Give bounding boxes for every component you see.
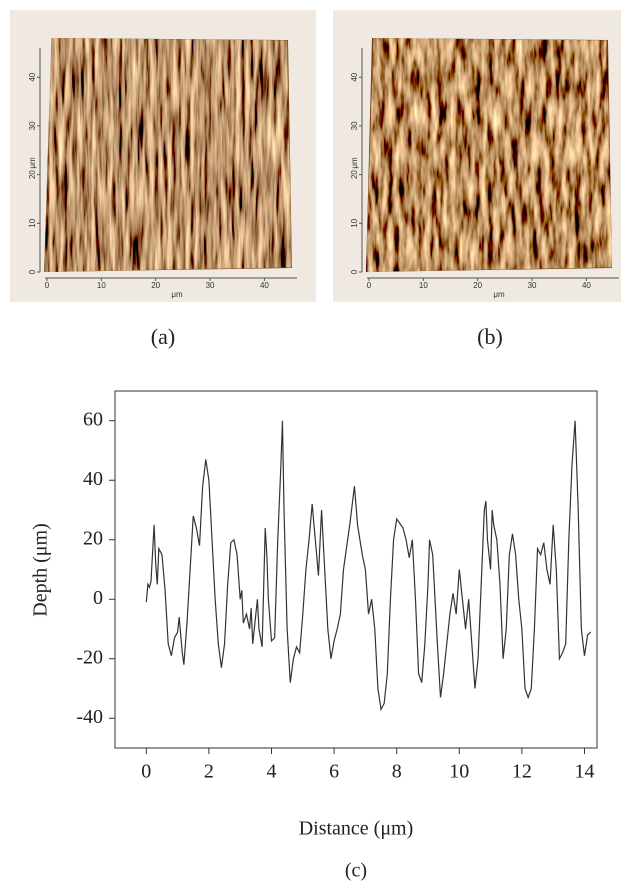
- y-tick-label: 40: [83, 468, 103, 490]
- y-tick-label: 0: [93, 587, 103, 609]
- x-tick-label: 20: [151, 281, 160, 290]
- x-tick-label: 0: [45, 281, 50, 290]
- y-tick-label: 0: [28, 269, 37, 274]
- x-tick-label: 10: [419, 281, 428, 290]
- panel-label: (c): [345, 860, 367, 882]
- x-axis-title: μm: [171, 290, 183, 299]
- y-tick-label: 20: [350, 170, 359, 179]
- afm-panel: 0 10 20 30 40 0 10 20 30 40 μm μm: [333, 10, 621, 302]
- y-axis-title: μm: [28, 157, 37, 169]
- data-line: [145, 420, 592, 712]
- x-tick-label: 10: [449, 761, 469, 783]
- x-tick-label: 2: [204, 761, 214, 783]
- x-tick-label: 12: [512, 761, 532, 783]
- afm-surface: [366, 38, 612, 272]
- afm-surface: [44, 38, 292, 272]
- y-tick-label: 40: [28, 72, 37, 81]
- y-axis-title: Depth (μm): [30, 523, 52, 616]
- y-tick-label: -20: [76, 646, 103, 668]
- x-tick-label: 8: [392, 761, 402, 783]
- panel-label: (b): [477, 324, 503, 349]
- y-tick-label: 20: [83, 527, 103, 549]
- x-tick-label: 0: [141, 761, 151, 783]
- y-tick-label: -40: [76, 706, 103, 728]
- y-tick-label: 30: [28, 121, 37, 130]
- x-tick-label: 6: [329, 761, 339, 783]
- y-tick-label: 20: [28, 170, 37, 179]
- x-tick-label: 40: [582, 281, 591, 290]
- x-tick-label: 40: [260, 281, 269, 290]
- panel-label: (a): [151, 324, 175, 349]
- y-axis-title: μm: [350, 157, 359, 169]
- x-tick-label: 20: [473, 281, 482, 290]
- afm-panel: 0 10 20 30 40 0 10 20 30 40 μm μm: [10, 10, 316, 302]
- x-tick-label: 10: [97, 281, 106, 290]
- y-tick-label: 60: [83, 408, 103, 430]
- y-tick-label: 40: [350, 72, 359, 81]
- x-tick-label: 14: [574, 761, 594, 783]
- y-tick-label: 10: [350, 218, 359, 227]
- line-chart: Distance (μm) Depth (μm) (c) 0 2 4 6 8 10 12 14…: [30, 390, 598, 882]
- x-tick-label: 0: [367, 281, 372, 290]
- x-tick-label: 30: [528, 281, 537, 290]
- y-tick-label: 30: [350, 121, 359, 130]
- y-tick-label: 10: [28, 218, 37, 227]
- x-axis-title: Distance (μm): [299, 818, 414, 840]
- y-tick-label: 0: [350, 269, 359, 274]
- plot-frame: [114, 390, 598, 749]
- x-tick-label: 4: [266, 761, 276, 783]
- x-tick-label: 30: [206, 281, 215, 290]
- x-axis-title: μm: [493, 290, 505, 299]
